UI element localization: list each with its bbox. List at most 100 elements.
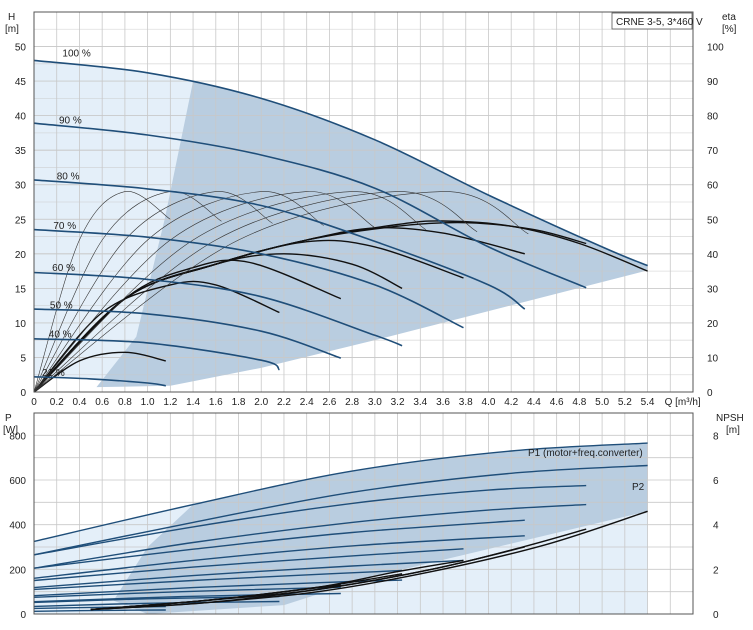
p1-curve-80 [33,519,525,569]
p-tick-label: 600 [9,476,26,487]
p-tick-label: 200 [9,565,26,576]
y-tick-label: 30 [15,181,27,192]
x-tick-label: 4.6 [550,397,564,408]
aux-curve [33,191,376,393]
y2-tick-label: 50 [707,215,719,226]
x-axis-label: Q [m³/h] [665,397,701,408]
p2-series-label: P2 [632,482,645,493]
y2-tick-label: 0 [707,388,713,399]
aux-curve [33,191,529,393]
x-tick-label: 1.4 [186,397,200,408]
head-curve-60 [33,271,403,347]
y-tick-label: 35 [15,146,27,157]
p-axis-unit: [W] [3,425,18,436]
npsh-curve-50 [90,584,341,611]
head-curve-100 [33,59,648,267]
x-tick-label: 0 [31,397,37,408]
aux-curve [33,191,222,393]
y2-axis-unit: [%] [722,24,737,35]
x-tick-label: 2.2 [277,397,291,408]
p1-series-label: P1 (motor+freq.converter) [528,448,643,459]
operating-range-area-power [113,443,648,614]
y-tick-label: 50 [15,43,27,54]
x-tick-label: 4.4 [527,397,541,408]
aux-curve [33,191,324,393]
top-plot-frame [33,11,694,393]
y2-tick-label: 80 [707,112,719,123]
aux-curve [33,191,273,393]
y-tick-label: 5 [20,353,26,364]
y2-tick-label: 100 [707,43,724,54]
p1-curve-70 [33,548,464,582]
x-tick-label: 2.4 [300,397,314,408]
p1-curve-90 [33,484,587,556]
head-curve-21 [33,376,166,387]
p2-curve-80 [33,535,525,579]
npsh-axis-unit: [m] [726,425,740,436]
p2-curve-90 [33,503,587,569]
aux-curve [33,191,427,393]
speed-label-60: 60 % [52,263,75,274]
npsh-tick-label: 2 [713,565,719,576]
aux-curve [33,191,478,393]
x-tick-label: 0.4 [72,397,86,408]
p2-curve-40 [33,600,280,608]
head-curve-90 [33,122,587,289]
operating-range-area [96,81,648,388]
x-tick-label: 2.6 [322,397,336,408]
y2-tick-label: 60 [707,181,719,192]
npsh-axis-label: NPSH [716,413,744,424]
y-tick-label: 20 [15,250,27,261]
npsh-tick-label: 8 [713,431,719,442]
p2-curve-100 [33,464,648,556]
speed-label-100: 100 % [62,48,90,59]
y-tick-label: 0 [20,388,26,399]
y-axis-unit: [m] [5,24,19,35]
y2-tick-label: 20 [707,319,719,330]
x-tick-label: 1.0 [141,397,155,408]
x-tick-label: 2.8 [345,397,359,408]
head-curve-40 [33,338,280,371]
p-tick-label: 0 [20,610,26,621]
y2-tick-label: 30 [707,284,719,295]
head-curve-70 [33,228,464,329]
npsh-tick-label: 6 [713,476,719,487]
p1-curve-100 [33,442,648,543]
x-tick-label: 4.0 [482,397,496,408]
model-label-box [611,12,693,30]
npsh-tick-label: 4 [713,521,719,532]
x-tick-label: 0.8 [118,397,132,408]
p2-curve-60 [33,579,403,597]
y-tick-label: 25 [15,215,27,226]
x-tick-label: 5.4 [641,397,655,408]
p-axis-label: P [5,413,12,424]
p-tick-label: 800 [9,431,26,442]
x-tick-label: 1.6 [209,397,223,408]
y-tick-label: 10 [15,319,27,330]
x-tick-label: 3.6 [436,397,450,408]
p2-curve-21 [33,609,166,612]
head-curve-50 [33,308,342,359]
x-tick-label: 1.8 [232,397,246,408]
x-tick-label: 5.2 [618,397,632,408]
speed-label-70: 70 % [53,221,76,232]
model-label: CRNE 3-5, 3*460 V [616,17,703,28]
x-tick-label: 3.0 [368,397,382,408]
x-tick-label: 0.2 [50,397,64,408]
y2-tick-label: 10 [707,353,719,364]
y-tick-label: 45 [15,77,27,88]
x-tick-label: 5.0 [595,397,609,408]
x-tick-label: 1.2 [163,397,177,408]
x-tick-label: 3.4 [413,397,427,408]
x-tick-label: 2.0 [254,397,268,408]
y-axis-label: H [8,12,15,23]
y2-axis-label: eta [722,12,736,23]
x-tick-label: 3.2 [391,397,405,408]
npsh-tick-label: 0 [713,610,719,621]
y2-tick-label: 90 [707,77,719,88]
p1-curve-50 [33,586,341,598]
head-curve-80 [33,179,526,310]
p1-curve-60 [33,569,403,591]
